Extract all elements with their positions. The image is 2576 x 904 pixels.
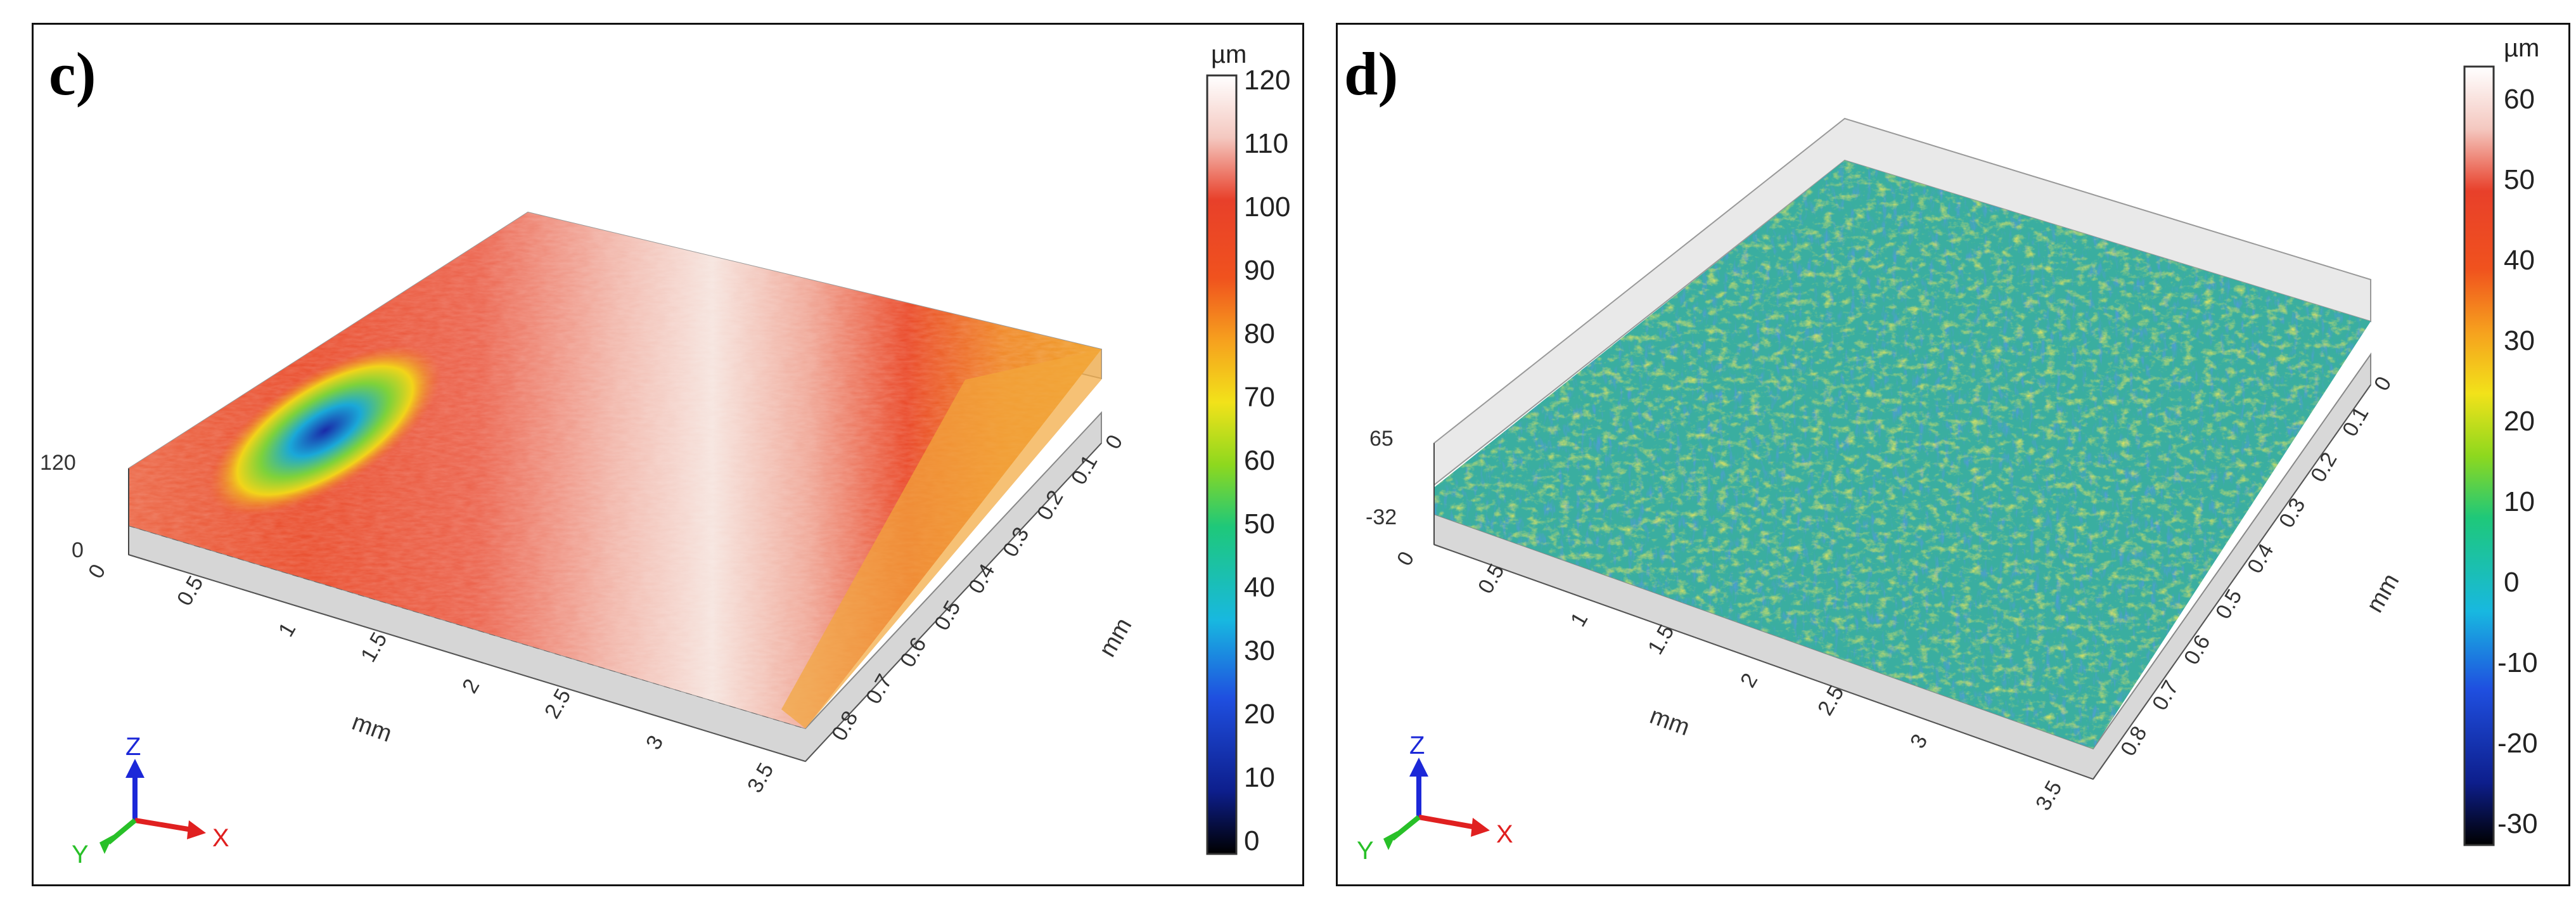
x-tick-3.5-d: 3.5 [2031, 777, 2067, 815]
triad-x-label-d: X [1496, 820, 1513, 848]
colorbar-unit-d: µm [2504, 34, 2539, 62]
cbar-tick-50-d: 50 [2504, 164, 2535, 195]
triad-z-label: Z [125, 733, 141, 761]
wear-track-dip [208, 345, 442, 516]
x-tick-3: 3 [641, 732, 668, 754]
x-tick-1-d: 1 [1566, 609, 1592, 631]
triad-x-arrow-d [1418, 815, 1477, 830]
cbar-tick-10-d: 10 [2504, 486, 2535, 517]
x-tick-0-d: 0 [1392, 548, 1419, 570]
cbar-tick-110: 110 [1244, 128, 1288, 159]
cbar-tick-120: 120 [1244, 65, 1290, 96]
cbar-tick-30-d: 30 [2504, 325, 2535, 356]
cbar-tick-0-d: 0 [2504, 567, 2519, 598]
cbar-tick-60-d: 60 [2504, 84, 2535, 115]
cbar-tick-80: 80 [1244, 318, 1275, 349]
cbar-tick-30: 30 [1244, 635, 1275, 666]
triad-x-label: X [212, 824, 229, 852]
x-tick-3.5: 3.5 [743, 759, 779, 797]
x-axis-unit-d: mm [1646, 702, 1693, 741]
z-tick-max: 120 [40, 451, 76, 475]
triad-z-label-d: Z [1409, 732, 1425, 759]
x-tick-2-d: 2 [1736, 669, 1762, 692]
x-tick-3-d: 3 [1906, 730, 1932, 752]
surface-plot-c: 120 0 0 0.5 1 1.5 2 2.5 3 3.5 mm 0 0.1 0… [40, 40, 1290, 868]
triad-y-arrow [106, 818, 137, 845]
y-axis-unit: mm [1094, 614, 1137, 662]
triad-x-head-d [1471, 818, 1490, 837]
triad-y-label-d: Y [1357, 837, 1374, 865]
triad-y-label: Y [72, 841, 89, 868]
triad-y-arrow-d [1390, 815, 1421, 841]
triad-y-head-d [1383, 831, 1397, 850]
colorbar-d [2463, 65, 2495, 846]
y-tick-0-d: 0 [2369, 373, 2396, 395]
cbar-tick-m10-d: -10 [2497, 647, 2538, 678]
cbar-tick-50: 50 [1244, 508, 1275, 539]
z-tick-max-d: 65 [1369, 427, 1394, 451]
z-tick-min: 0 [72, 538, 84, 562]
surface-edge-c [781, 349, 1101, 728]
y-axis-unit-d: mm [2361, 569, 2404, 617]
triad-y-head [99, 835, 113, 854]
cbar-tick-40: 40 [1244, 572, 1275, 603]
triad-z-head [125, 759, 144, 778]
x-tick-2.5: 2.5 [540, 685, 576, 723]
base-edge-x-d [1433, 544, 2094, 780]
panel-c: 120 0 0 0.5 1 1.5 2 2.5 3 3.5 mm 0 0.1 0… [32, 23, 1304, 886]
x-axis-unit: mm [349, 709, 395, 747]
surface-texture-yellow-d [1434, 160, 2371, 749]
base-edge-x [128, 554, 806, 762]
x-tick-0: 0 [84, 560, 110, 583]
x-tick-1: 1 [274, 619, 300, 641]
cbar-tick-60: 60 [1244, 445, 1275, 476]
z-tick-min-d: -32 [1366, 505, 1397, 529]
cbar-tick-20: 20 [1244, 699, 1275, 730]
triad-x-arrow [134, 818, 193, 832]
cbar-tick-m30-d: -30 [2497, 808, 2538, 839]
cbar-tick-10: 10 [1244, 762, 1275, 793]
cbar-tick-20-d: 20 [2504, 406, 2535, 437]
triad-x-head [187, 820, 206, 839]
surface-plot-d: 65 -32 0 0.5 1 1.5 2 2.5 3 3.5 mm 0 0.1 … [1344, 34, 2539, 865]
cbar-tick-0: 0 [1244, 825, 1259, 856]
cbar-tick-70: 70 [1244, 382, 1275, 413]
cbar-tick-90: 90 [1244, 255, 1275, 286]
triad-z-head-d [1409, 758, 1428, 777]
panel-label-c: c) [49, 40, 96, 108]
panel-d: 65 -32 0 0.5 1 1.5 2 2.5 3 3.5 mm 0 0.1 … [1336, 23, 2570, 886]
colorbar-unit-c: µm [1211, 41, 1246, 68]
axis-triad-c: Z X Y [72, 733, 229, 868]
colorbar-c [1206, 74, 1238, 855]
panel-label-d: d) [1344, 40, 1398, 108]
x-tick-2: 2 [458, 675, 484, 697]
axis-triad-d: Z X Y [1357, 732, 1513, 865]
base-edge-y [805, 442, 1102, 762]
cbar-tick-100: 100 [1244, 191, 1290, 223]
y-tick-0: 0 [1101, 431, 1127, 453]
base-edge-y-d [2092, 384, 2371, 780]
cbar-tick-m20-d: -20 [2497, 728, 2538, 759]
cbar-tick-40-d: 40 [2504, 245, 2535, 276]
